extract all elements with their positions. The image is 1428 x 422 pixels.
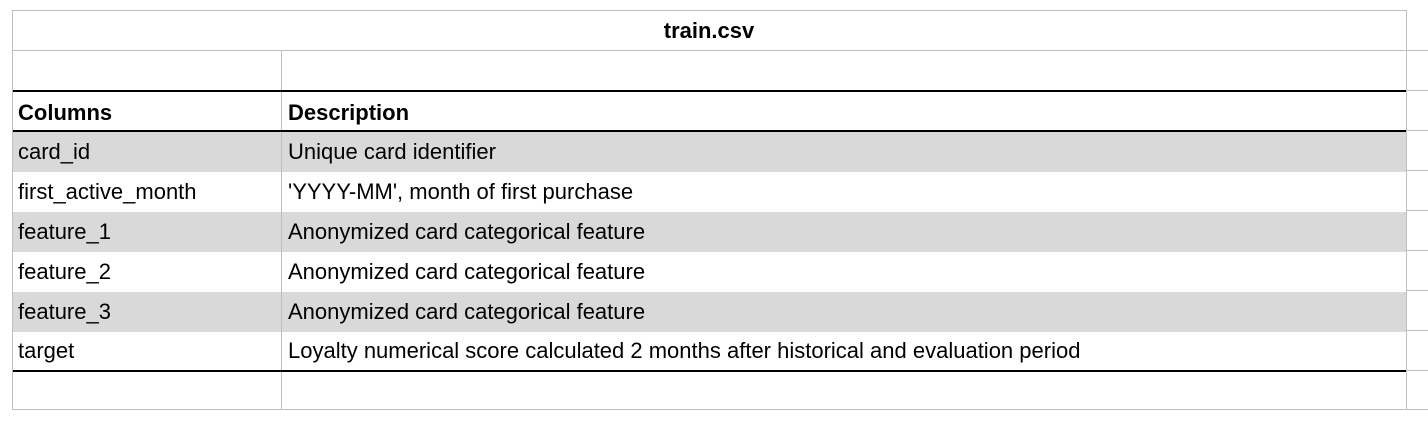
description-cell[interactable]: Anonymized card categorical feature [288,219,646,244]
description-cell[interactable]: 'YYYY-MM', month of first purchase [288,179,634,204]
header-columns[interactable]: Columns [12,92,282,130]
empty-cell[interactable] [12,51,282,90]
title-row: train.csv [12,10,1406,51]
description-cell[interactable]: Loyalty numerical score calculated 2 mon… [288,338,1081,363]
column-name-cell[interactable]: target [12,332,282,370]
empty-cell[interactable] [282,51,1406,90]
gridline-stub [1406,409,1428,410]
spreadsheet-table: train.csv Columns Description card_id Uni… [12,10,1428,410]
blank-row [12,51,1406,92]
header-description[interactable]: Description [288,100,410,125]
gridline-stub [1406,330,1428,331]
description-cell[interactable]: Anonymized card categorical feature [288,299,646,324]
table-row: feature_2 Anonymized card categorical fea… [12,252,1406,292]
description-cell[interactable]: Unique card identifier [288,139,496,164]
column-name-cell[interactable]: first_active_month [12,172,282,212]
gridline-stub [1406,210,1428,211]
table-title[interactable]: train.csv [663,17,755,43]
gridline-stub [1406,290,1428,291]
table-row: first_active_month 'YYYY-MM', month of fi… [12,172,1406,212]
table-row: feature_3 Anonymized card categorical fea… [12,292,1406,332]
table-row: target Loyalty numerical score calculated… [12,332,1406,372]
grid-edge-left [12,10,13,410]
empty-cell[interactable] [12,372,282,409]
gridline-stub [1406,170,1428,171]
description-cell[interactable]: Anonymized card categorical feature [288,259,646,284]
gridline-stub [1406,130,1428,131]
empty-cell[interactable] [282,372,1406,409]
column-name-cell[interactable]: card_id [12,132,282,172]
column-name-cell[interactable]: feature_2 [12,252,282,292]
gridline-stub [1406,370,1428,371]
gridline-stub [1406,50,1428,51]
table-row: card_id Unique card identifier [12,132,1406,172]
header-row: Columns Description [12,92,1406,132]
table-row: feature_1 Anonymized card categorical fea… [12,212,1406,252]
gridline-stub [1406,90,1428,91]
blank-row [12,372,1406,410]
column-name-cell[interactable]: feature_3 [12,292,282,332]
column-name-cell[interactable]: feature_1 [12,212,282,252]
gridline-stub [1406,250,1428,251]
